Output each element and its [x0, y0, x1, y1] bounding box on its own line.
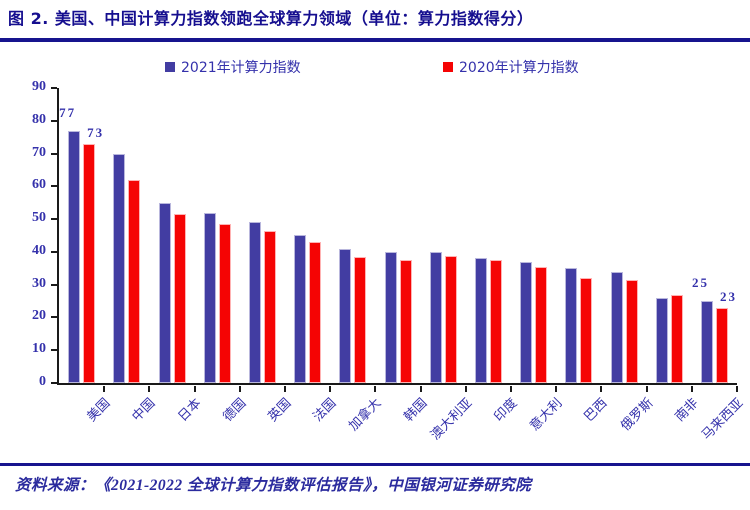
- bar-2021-美国: [68, 131, 81, 383]
- bar-2021-英国: [248, 222, 261, 383]
- bar-2020-美国: [83, 144, 96, 383]
- x-axis-label-德国: 德国: [220, 395, 250, 425]
- x-axis-label-澳大利亚: 澳大利亚: [427, 395, 476, 444]
- x-axis-label-美国: 美国: [84, 395, 114, 425]
- bar-2020-印度: [489, 260, 502, 383]
- bar-2021-俄罗斯: [610, 272, 623, 383]
- bar-2021-中国: [113, 154, 126, 383]
- bar-2021-德国: [203, 213, 216, 383]
- y-axis-tick-mark: [51, 119, 57, 122]
- bar-2020-法国: [309, 242, 322, 383]
- y-axis-tick-label: 60: [32, 177, 46, 193]
- bar-2020-德国: [218, 224, 231, 383]
- y-axis-tick-mark: [51, 185, 57, 188]
- y-axis-tick-mark: [51, 316, 57, 319]
- y-axis-tick-label: 30: [32, 275, 46, 291]
- y-axis-tick-label: 50: [32, 210, 46, 226]
- y-axis-tick-label: 80: [32, 111, 46, 127]
- y-axis-tick-mark: [51, 349, 57, 352]
- x-axis-label-加拿大: 加拿大: [346, 395, 385, 435]
- bar-2021-澳大利亚: [429, 252, 442, 383]
- x-axis-label-法国: 法国: [310, 395, 340, 425]
- bar-2020-加拿大: [354, 257, 367, 383]
- bar-chart: 90 80 70 60 50 40 30 20 10 0 77 73 美国 中国 日本 德国 英国 法国 加拿大 韩国…: [0, 48, 750, 460]
- bar-2021-法国: [294, 235, 307, 383]
- bar-2021-马来西亚: [700, 301, 713, 383]
- legend-label-2020: 2020年计算力指数: [459, 60, 579, 76]
- bar-2020-巴西: [580, 278, 593, 383]
- data-label-2021-马来西亚: 25: [691, 275, 709, 290]
- x-axis-label-印度: 印度: [491, 395, 521, 425]
- bar-group-9: 澳大利亚: [421, 88, 475, 443]
- legend: 2021年计算力指数 2020年计算力指数: [0, 57, 750, 81]
- bar-2020-南非: [670, 295, 683, 383]
- x-axis-label-马来西亚: 马来西亚: [699, 395, 747, 444]
- legend-swatch-2020-icon: [443, 62, 453, 72]
- x-axis-label-韩国: 韩国: [401, 395, 431, 425]
- x-axis-label-南非: 南非: [672, 395, 702, 425]
- x-axis-label-日本: 日本: [175, 395, 205, 425]
- y-axis-tick-label: 20: [32, 308, 46, 324]
- bar-group-13: 俄罗斯: [601, 88, 656, 434]
- bar-2021-日本: [158, 203, 171, 383]
- y-axis-tick-mark: [51, 218, 57, 221]
- y-axis-tick-label: 40: [32, 242, 46, 258]
- bar-group-4: 德国: [195, 88, 249, 425]
- bar-group-10: 印度: [466, 88, 520, 425]
- title-divider: [0, 38, 750, 42]
- x-axis-label-巴西: 巴西: [581, 395, 611, 425]
- bar-2020-澳大利亚: [444, 256, 457, 383]
- y-axis-tick-mark: [51, 152, 57, 155]
- bar-group-3: 日本: [149, 88, 204, 425]
- bar-2021-韩国: [384, 252, 397, 383]
- legend-item-2021: 2021年计算力指数: [165, 57, 301, 77]
- bar-group-5: 英国: [240, 88, 294, 425]
- source-note: 资料来源：《2021-2022 全球计算力指数评估报告》，中国银河证券研究院: [15, 477, 532, 494]
- bar-2021-印度: [474, 258, 487, 383]
- bar-group-1: 77 73 美国: [59, 88, 114, 425]
- legend-swatch-2021-icon: [165, 62, 175, 72]
- bar-2020-俄罗斯: [625, 280, 638, 383]
- footer-divider: [0, 463, 750, 466]
- x-axis-label-俄罗斯: 俄罗斯: [617, 395, 657, 435]
- bar-2020-意大利: [535, 267, 548, 383]
- y-axis-tick-label: 70: [32, 144, 46, 160]
- bar-2021-南非: [655, 298, 668, 383]
- bar-2020-日本: [173, 214, 186, 383]
- bar-group-15: 25 23 马来西亚: [692, 88, 747, 443]
- bar-group-2: 中国: [104, 88, 159, 425]
- y-axis-tick-label: 0: [39, 374, 46, 389]
- bar-2021-意大利: [520, 262, 533, 383]
- bar-group-6: 法国: [285, 88, 340, 425]
- bar-2020-马来西亚: [715, 308, 728, 383]
- bar-group-11: 意大利: [511, 88, 566, 434]
- y-axis-tick-label: 90: [32, 79, 46, 94]
- x-axis-label-英国: 英国: [265, 395, 295, 425]
- data-label-2020-马来西亚: 23: [719, 289, 737, 304]
- y-axis-tick-mark: [51, 87, 57, 89]
- bar-2020-英国: [263, 231, 276, 383]
- plot-area: 77 73 美国 中国 日本 德国 英国 法国 加拿大 韩国 澳大利亚 印度 意大利 巴西 俄罗斯 南非 25 2…: [57, 88, 747, 443]
- y-axis-tick-mark: [51, 250, 57, 253]
- y-axis-tick-label: 10: [32, 341, 46, 357]
- y-axis-tick-mark: [51, 283, 57, 286]
- bar-groups: 77 73 美国 中国 日本 德国 英国 法国 加拿大 韩国 澳大利亚 印度 意大利 巴西 俄罗斯 南非 25 2…: [59, 88, 747, 443]
- bar-group-12: 巴西: [556, 88, 611, 425]
- y-axis-tick-mark: [51, 382, 57, 384]
- bar-group-8: 韩国: [375, 88, 430, 425]
- bar-group-7: 加拿大: [330, 88, 385, 434]
- bar-2021-加拿大: [339, 249, 352, 383]
- bar-2020-中国: [128, 180, 141, 383]
- bar-group-14: 南非: [647, 88, 701, 425]
- data-label-2021-美国: 77: [59, 105, 77, 120]
- x-axis-label-意大利: 意大利: [527, 395, 566, 435]
- legend-label-2021: 2021年计算力指数: [181, 60, 301, 76]
- figure-title: 图 2. 美国、中国计算力指数领跑全球算力领域（单位：算力指数得分）: [8, 9, 534, 28]
- legend-item-2020: 2020年计算力指数: [443, 57, 579, 77]
- data-label-2020-美国: 73: [87, 125, 105, 140]
- bar-2021-巴西: [565, 268, 578, 383]
- bar-2020-韩国: [399, 260, 412, 383]
- x-axis-label-中国: 中国: [129, 395, 159, 425]
